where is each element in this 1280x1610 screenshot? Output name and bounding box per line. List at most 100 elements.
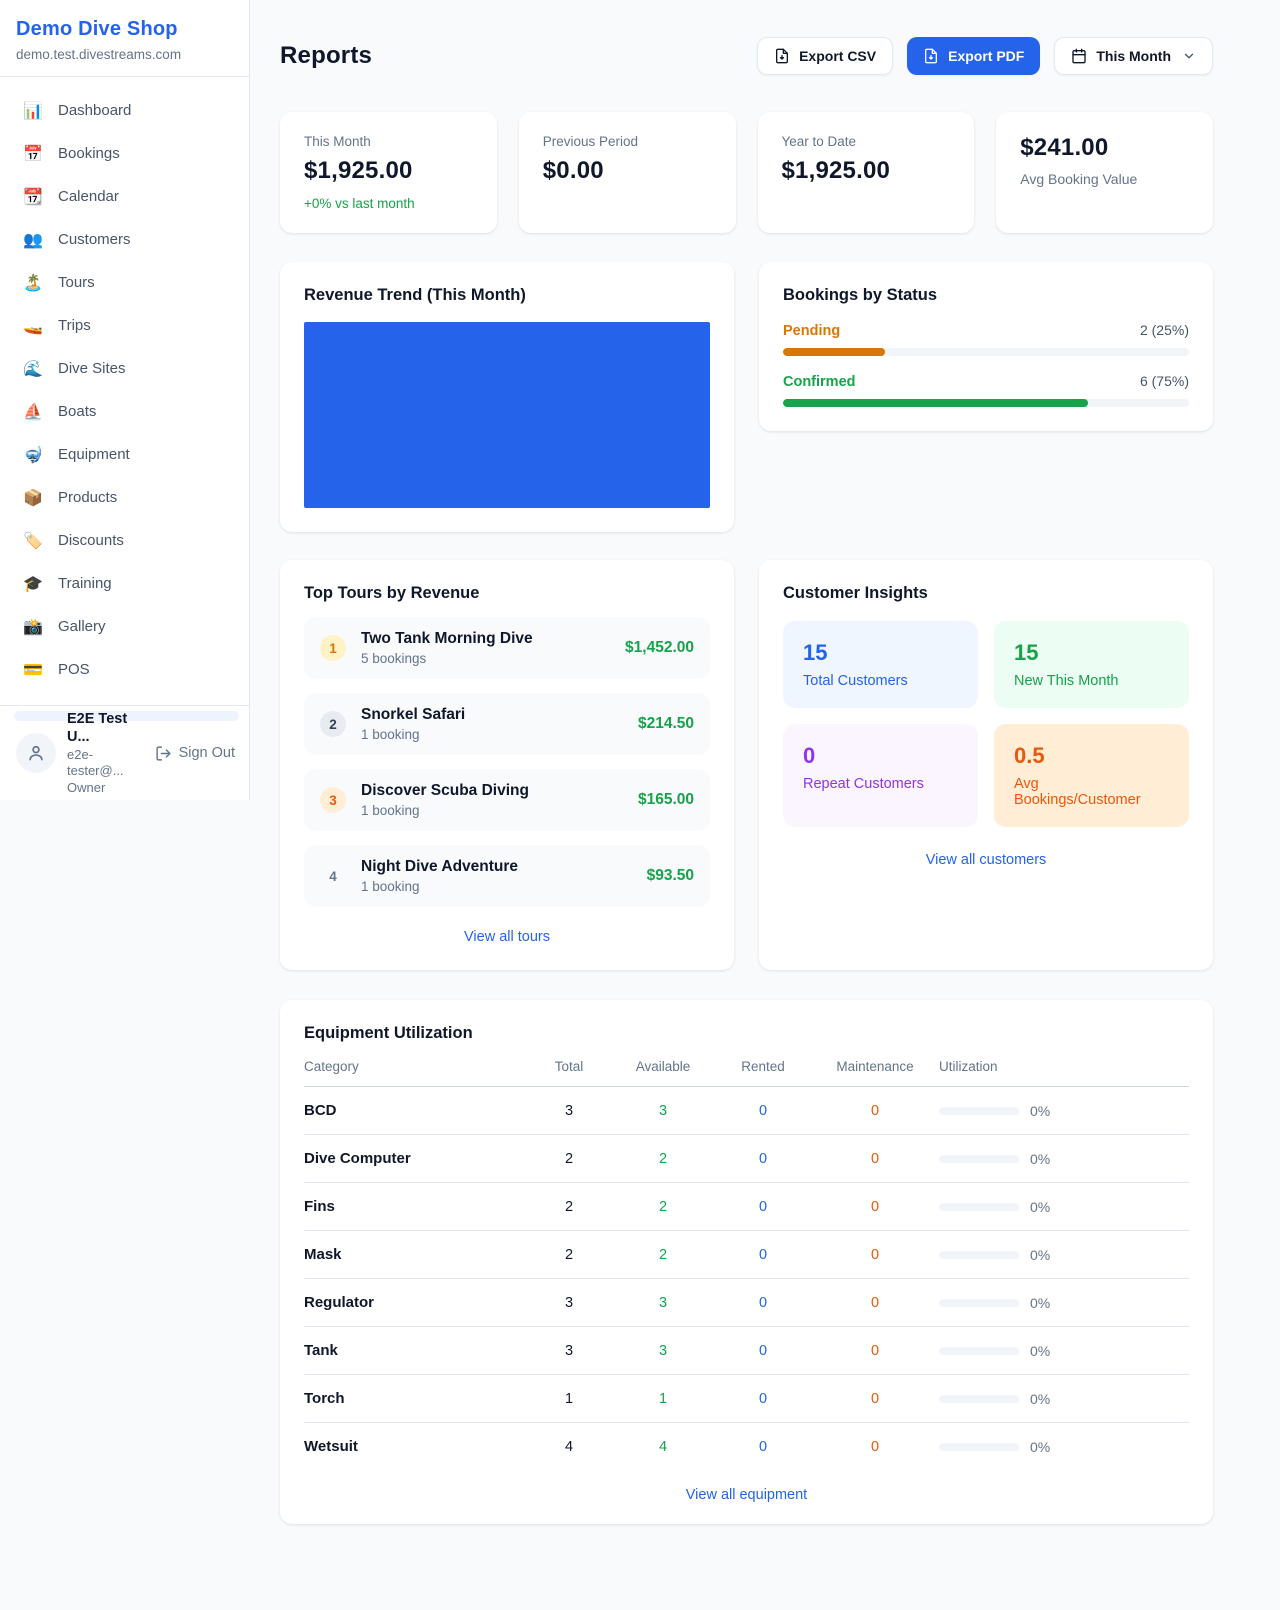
tour-row: 3 Discover Scuba Diving 1 booking $165.0… — [304, 769, 710, 832]
sidebar-item-label: POS — [58, 661, 90, 678]
status-row-confirmed: Confirmed 6 (75%) — [783, 373, 1189, 408]
cell-total: 3 — [564, 1102, 574, 1119]
status-row-pending: Pending 2 (25%) — [783, 322, 1189, 357]
cell-total: 3 — [564, 1294, 574, 1311]
cell-category: Fins — [304, 1198, 335, 1216]
cell-category: Wetsuit — [304, 1438, 358, 1456]
status-bar-fill — [783, 399, 1088, 408]
cell-rented: 0 — [758, 1150, 768, 1167]
user-email: e2e-tester@... — [67, 746, 124, 778]
user-meta: E2E Test U... e2e-tester@... Owner — [67, 710, 144, 797]
sidebar-item-calendar[interactable]: 📆 Calendar — [12, 175, 237, 218]
sidebar-item-label: Dashboard — [58, 102, 132, 119]
utilization-percent: 0% — [1030, 1246, 1051, 1263]
sidebar-item-equipment[interactable]: 🤿 Equipment — [12, 433, 237, 476]
tile-value: 0.5 — [1014, 743, 1045, 769]
status-label: Pending — [783, 323, 841, 340]
tag-icon: 🏷️ — [23, 532, 43, 550]
customer-insights-card: Customer Insights 15 Total Customers 15 … — [759, 560, 1213, 971]
sidebar-item-label: Discounts — [58, 532, 124, 549]
stat-value: $0.00 — [542, 157, 604, 185]
export-pdf-button[interactable]: Export PDF — [907, 37, 1041, 76]
tile-value: 15 — [803, 640, 828, 666]
tour-amount: $165.00 — [637, 791, 694, 809]
sidebar-item-tours[interactable]: 🏝️ Tours — [12, 261, 237, 304]
cell-category: Tank — [304, 1342, 338, 1360]
sidebar: Demo Dive Shop demo.test.divestreams.com… — [0, 0, 250, 800]
export-csv-button[interactable]: Export CSV — [757, 37, 894, 76]
stat-label: Year to Date — [781, 134, 857, 150]
column-header-rented: Rented — [741, 1059, 785, 1075]
stat-card-this-month: This Month $1,925.00 +0% vs last month — [280, 112, 497, 234]
cell-total: 2 — [564, 1150, 574, 1167]
tile-total-customers: 15 Total Customers — [783, 621, 978, 709]
sidebar-item-boats[interactable]: ⛵ Boats — [12, 390, 237, 433]
sidebar-item-bookings[interactable]: 📅 Bookings — [12, 132, 237, 175]
sidebar-item-dive-sites[interactable]: 🌊 Dive Sites — [12, 347, 237, 390]
sidebar-item-label: Training — [58, 575, 112, 592]
sign-out-icon — [155, 745, 171, 761]
cell-utilization: 0% — [939, 1391, 1189, 1407]
cell-category: Dive Computer — [304, 1150, 411, 1168]
tour-info: Two Tank Morning Dive 5 bookings — [361, 630, 533, 666]
tour-amount: $214.50 — [637, 715, 694, 733]
view-all-tours-link[interactable]: View all tours — [304, 928, 710, 946]
page-title: Reports — [280, 42, 373, 70]
tile-repeat-customers: 0 Repeat Customers — [783, 724, 978, 828]
file-download-icon — [776, 48, 789, 64]
tile-avg-bookings-customer: 0.5 Avg Bookings/Customer — [994, 724, 1189, 828]
status-bar-track — [783, 348, 1189, 357]
utilization-percent: 0% — [1030, 1390, 1051, 1407]
cell-total: 1 — [564, 1390, 574, 1407]
chevron-down-icon — [1184, 53, 1194, 59]
cell-rented: 0 — [758, 1438, 768, 1455]
cell-available: 3 — [658, 1342, 668, 1359]
tour-info: Snorkel Safari 1 booking — [361, 706, 465, 742]
bookings-by-status-title: Bookings by Status — [783, 286, 938, 305]
stat-value: $241.00 — [1020, 134, 1109, 162]
tour-row: 1 Two Tank Morning Dive 5 bookings $1,45… — [304, 617, 710, 680]
utilization-bar-track — [939, 1154, 1019, 1163]
view-all-customers-link[interactable]: View all customers — [783, 851, 1189, 869]
user-role: Owner — [67, 780, 106, 796]
sidebar-user-panel: E2E Test U... e2e-tester@... Owner Sign … — [0, 705, 249, 800]
equipment-table-header: Category Total Available Rented Maintena… — [304, 1059, 1189, 1088]
sidebar-item-training[interactable]: 🎓 Training — [12, 562, 237, 605]
insight-tiles: 15 Total Customers 15 New This Month 0 R… — [783, 621, 1189, 828]
rank-badge: 2 — [320, 711, 346, 738]
cell-utilization: 0% — [939, 1103, 1189, 1119]
tile-value: 15 — [1014, 640, 1039, 666]
stat-value: $1,925.00 — [781, 157, 891, 185]
cell-maintenance: 0 — [870, 1150, 880, 1167]
utilization-bar-track — [939, 1346, 1019, 1355]
tour-name: Two Tank Morning Dive — [361, 630, 533, 648]
tile-label: New This Month — [1014, 673, 1119, 690]
sidebar-item-pos[interactable]: 💳 POS — [12, 648, 237, 691]
sidebar-item-label: Dive Sites — [58, 360, 126, 377]
tour-bookings: 5 bookings — [361, 651, 427, 667]
calendar-icon: 📆 — [23, 188, 43, 206]
cell-utilization: 0% — [939, 1439, 1189, 1455]
sidebar-item-dashboard[interactable]: 📊 Dashboard — [12, 89, 237, 132]
rank-badge: 4 — [329, 868, 337, 884]
sidebar-item-products[interactable]: 📦 Products — [12, 476, 237, 519]
insights-row: Top Tours by Revenue 1 Two Tank Morning … — [280, 560, 1213, 971]
tile-new-this-month: 15 New This Month — [994, 621, 1189, 709]
equipment-utilization-title: Equipment Utilization — [304, 1024, 473, 1043]
status-value: 2 (25%) — [1139, 322, 1189, 339]
period-dropdown[interactable]: This Month — [1054, 37, 1213, 76]
export-pdf-label: Export PDF — [948, 48, 1025, 65]
sign-out-button[interactable]: Sign Out — [155, 745, 235, 762]
sidebar-item-discounts[interactable]: 🏷️ Discounts — [12, 519, 237, 562]
sidebar-item-gallery[interactable]: 📸 Gallery — [12, 605, 237, 648]
view-all-equipment-link[interactable]: View all equipment — [304, 1486, 1189, 1504]
tour-row: 2 Snorkel Safari 1 booking $214.50 — [304, 693, 710, 756]
table-row-mask: Mask 2 2 0 0 0% — [304, 1231, 1189, 1280]
sidebar-item-customers[interactable]: 👥 Customers — [12, 218, 237, 261]
tour-bookings: 1 booking — [361, 879, 420, 895]
table-row-tank: Tank 3 3 0 0 0% — [304, 1327, 1189, 1376]
sidebar-item-trips[interactable]: 🚤 Trips — [12, 304, 237, 347]
calendar-icon — [1072, 48, 1087, 64]
stat-cards: This Month $1,925.00 +0% vs last month P… — [280, 112, 1213, 234]
cell-available: 3 — [658, 1294, 668, 1311]
